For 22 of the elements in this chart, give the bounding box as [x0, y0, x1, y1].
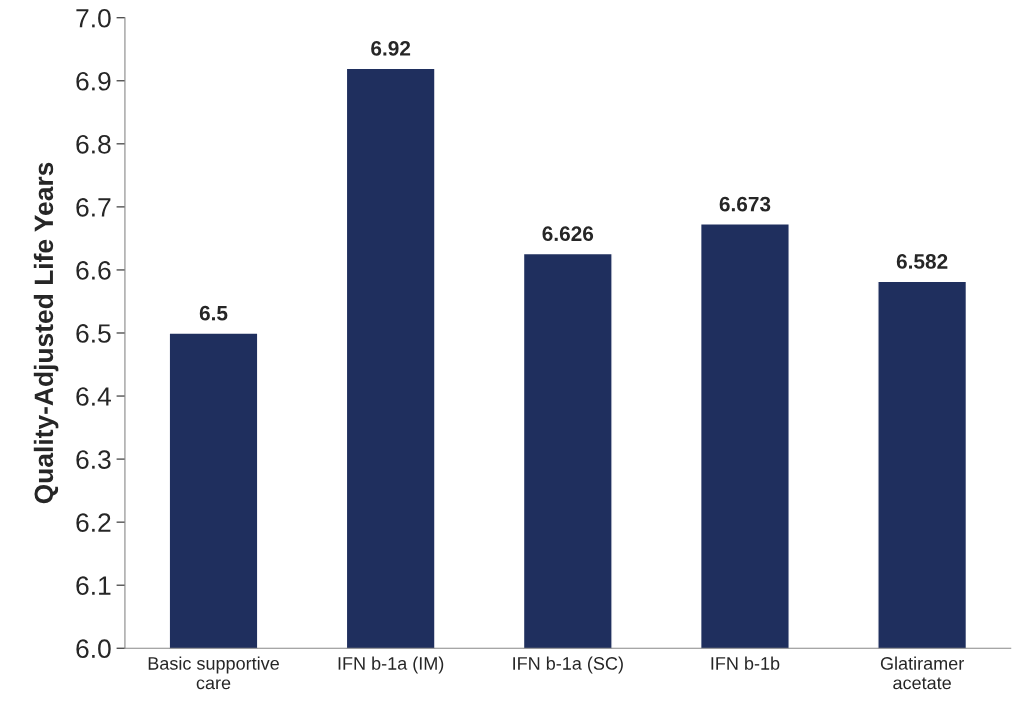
y-tick-label: 7.0 [76, 8, 111, 28]
y-tick-label: 6.3 [76, 450, 111, 469]
y-tick-label: 6.7 [76, 198, 111, 217]
y-tick-label: 6.4 [76, 387, 111, 406]
data-label: 6.673 [719, 196, 771, 212]
x-tick-label: Basic supportive care [148, 656, 279, 690]
x-tick-label: IFN b-1a (SC) [513, 656, 623, 674]
data-label: 6.626 [542, 226, 594, 242]
data-label: 6.5 [199, 305, 228, 321]
data-label: 6.582 [896, 254, 948, 269]
y-axis-title: Quality-Adjusted Life Years [33, 162, 59, 504]
y-tick-label: 6.8 [76, 134, 111, 154]
x-tick-label: Glatiramer acetate [880, 656, 964, 690]
y-tick-label: 6.6 [76, 261, 111, 280]
x-tick-label: IFN b-1a (IM) [338, 656, 444, 674]
x-tick-label: IFN b-1b [711, 656, 780, 670]
y-tick-label: 6.2 [76, 513, 111, 532]
y-tick-label: 6.0 [76, 639, 111, 659]
y-tick-label: 6.1 [76, 576, 111, 595]
y-tick-label: 6.9 [76, 71, 111, 91]
y-tick-label: 6.5 [76, 324, 111, 343]
data-label: 6.92 [371, 40, 411, 56]
